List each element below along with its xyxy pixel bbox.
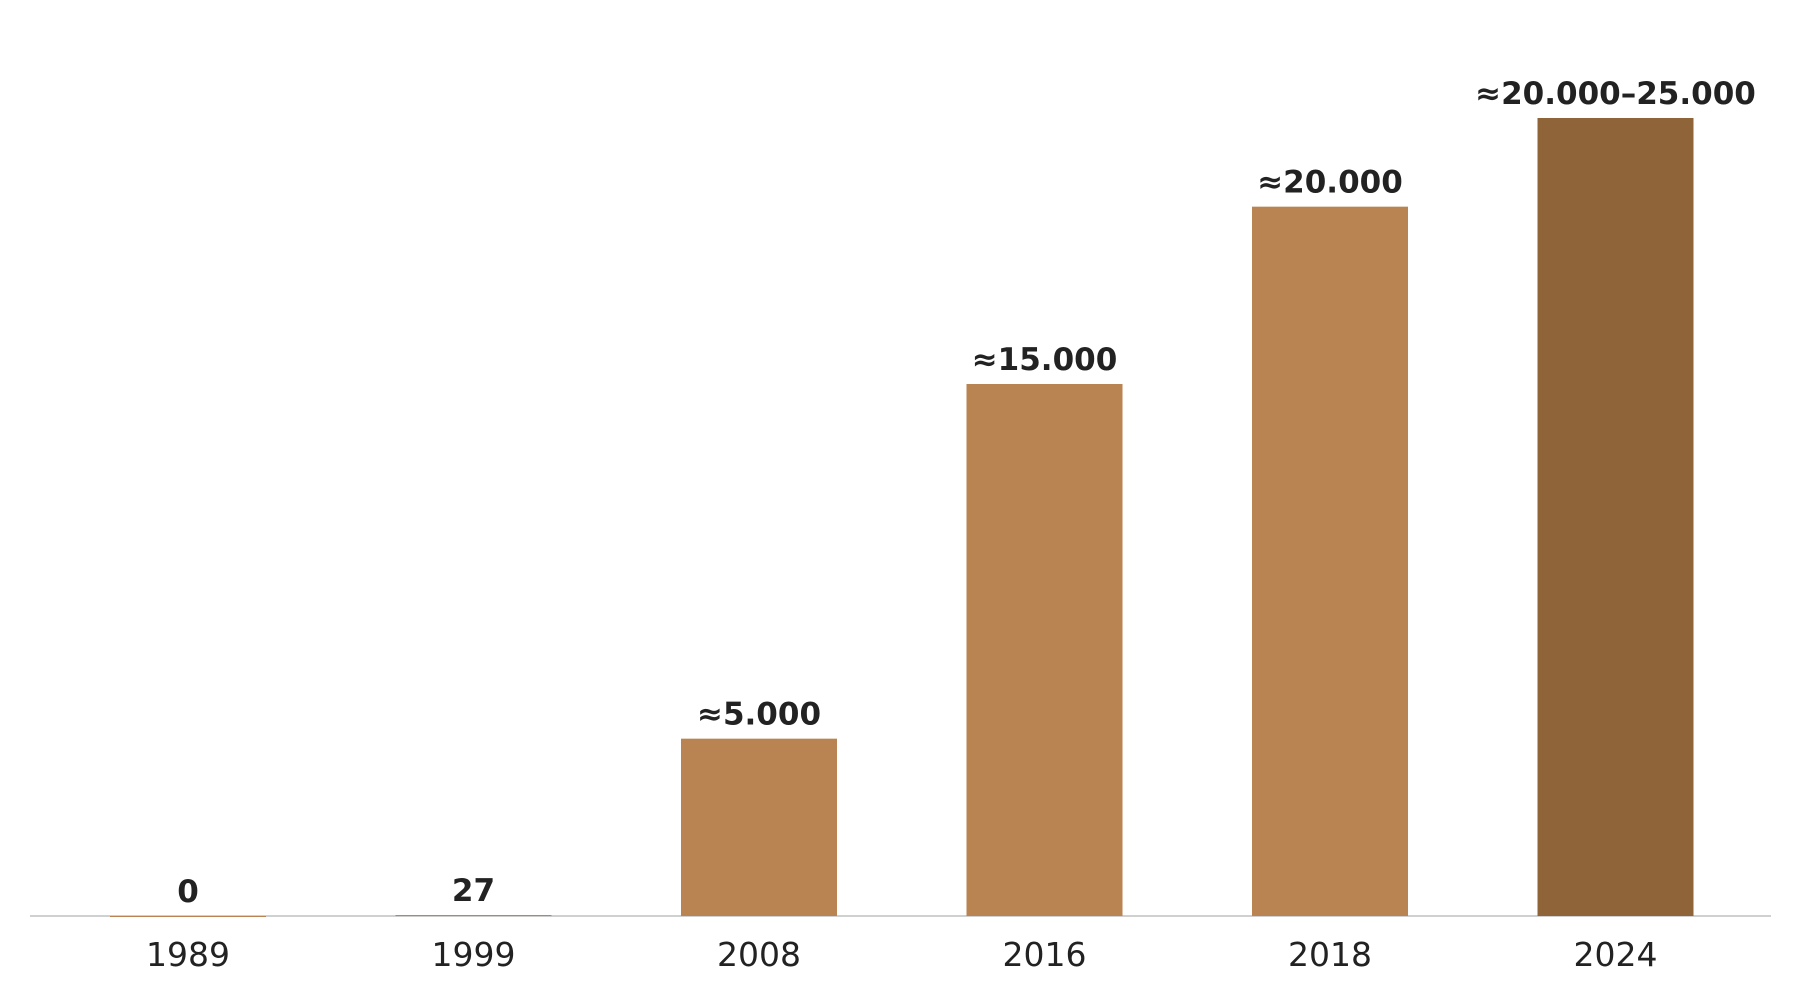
x-tick-label: 2008 xyxy=(717,935,801,974)
x-tick-label: 2016 xyxy=(1003,935,1087,974)
bar xyxy=(1252,206,1408,916)
bar xyxy=(110,916,266,917)
value-label: 27 xyxy=(452,873,495,909)
bar xyxy=(966,384,1123,916)
bar xyxy=(681,738,837,916)
x-tick-label: 2018 xyxy=(1288,935,1372,974)
x-tick-label: 1999 xyxy=(432,935,516,974)
value-label: ≈15.000 xyxy=(972,342,1118,378)
value-label: 0 xyxy=(177,874,199,910)
x-tick-label: 2024 xyxy=(1574,935,1658,974)
value-label: ≈20.000–25.000 xyxy=(1475,76,1756,112)
value-label: ≈20.000 xyxy=(1257,165,1403,201)
bar xyxy=(1537,118,1694,916)
bar xyxy=(395,915,552,917)
value-label: ≈5.000 xyxy=(697,697,821,733)
x-tick-label: 1989 xyxy=(146,935,230,974)
